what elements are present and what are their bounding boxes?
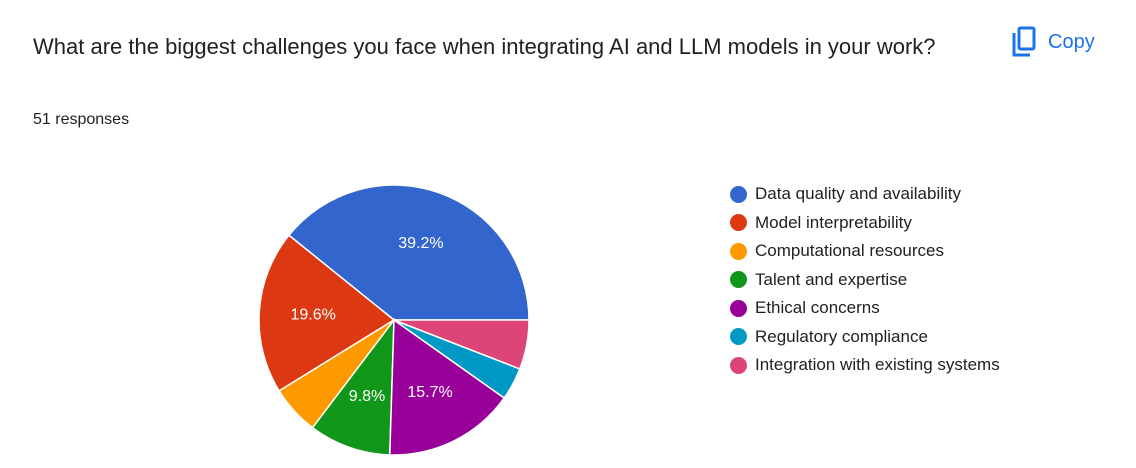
copy-button-label: Copy bbox=[1048, 30, 1095, 53]
legend-item: Integration with existing systems bbox=[730, 351, 1000, 380]
legend-label: Data quality and availability bbox=[755, 184, 962, 204]
pie-slice-3 bbox=[311, 317, 395, 456]
question-title: What are the biggest challenges you face… bbox=[33, 34, 936, 59]
legend-swatch bbox=[730, 242, 747, 260]
pie-chart: 39.2% 19.6% 9.8% 15.7% bbox=[258, 184, 530, 456]
legend-item: Model interpretability bbox=[730, 209, 1000, 238]
legend-item: Ethical concerns bbox=[730, 294, 1000, 323]
copy-button[interactable]: Copy bbox=[1000, 22, 1105, 62]
legend-swatch bbox=[730, 299, 747, 317]
slice-value-label: 39.2% bbox=[398, 235, 443, 252]
legend-item: Computational resources bbox=[730, 237, 1000, 266]
legend-label: Talent and expertise bbox=[755, 269, 908, 289]
response-count: 51 responses bbox=[33, 111, 130, 128]
pie-slice-4 bbox=[388, 318, 506, 456]
legend-label: Integration with existing systems bbox=[755, 355, 1000, 375]
legend-label: Ethical concerns bbox=[755, 298, 880, 318]
legend-label: Regulatory compliance bbox=[755, 326, 928, 346]
legend-swatch bbox=[730, 356, 747, 374]
legend-swatch bbox=[730, 214, 747, 232]
legend-label: Model interpretability bbox=[755, 212, 912, 232]
legend-item: Regulatory compliance bbox=[730, 323, 1000, 352]
legend-swatch bbox=[730, 328, 747, 346]
slice-value-label: 9.8% bbox=[349, 388, 385, 405]
legend-label: Computational resources bbox=[755, 241, 944, 261]
legend-swatch bbox=[730, 185, 747, 203]
copy-icon bbox=[1010, 26, 1036, 58]
chart-legend: Data quality and availability Model inter… bbox=[730, 180, 1000, 380]
pie-slice-1 bbox=[258, 234, 396, 392]
slice-value-label: 19.6% bbox=[290, 306, 335, 323]
slice-value-label: 15.7% bbox=[407, 384, 452, 401]
pie-slice-6 bbox=[393, 319, 530, 370]
legend-item: Data quality and availability bbox=[730, 180, 1000, 209]
legend-item: Talent and expertise bbox=[730, 266, 1000, 295]
pie-slice-0 bbox=[287, 184, 530, 321]
legend-swatch bbox=[730, 271, 747, 289]
